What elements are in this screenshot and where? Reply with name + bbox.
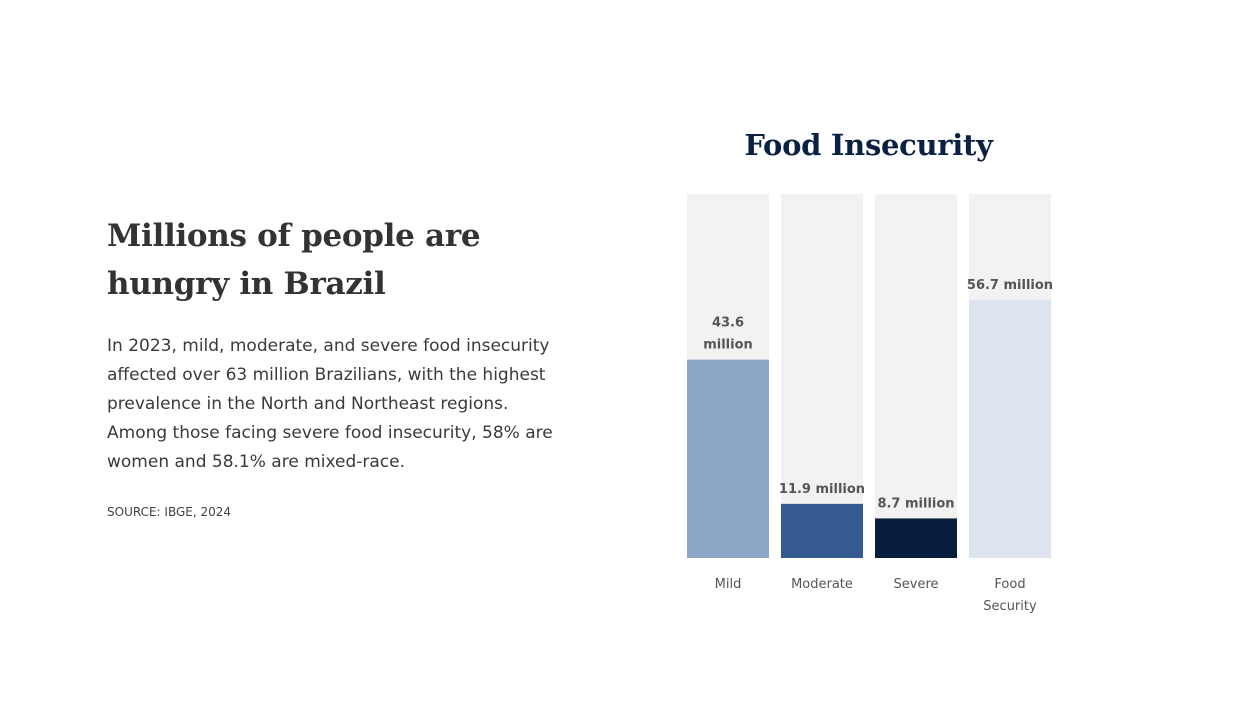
bar-track — [781, 194, 863, 558]
category-label: Food Security — [983, 577, 1037, 614]
bar-food-security — [969, 300, 1051, 558]
category-label: Mild — [715, 577, 742, 592]
bar-value-label: 56.7 million — [967, 278, 1053, 293]
source-note: SOURCE: IBGE, 2024 — [107, 505, 232, 519]
bar-severe — [875, 518, 957, 558]
chart-title: Food Insecurity — [744, 128, 993, 162]
bar-moderate — [781, 503, 863, 558]
bar-value-label: 11.9 million — [779, 482, 865, 497]
bar-mild — [687, 359, 769, 558]
text-panel: Millions of people are hungry in Brazil … — [107, 212, 557, 519]
category-label: Moderate — [791, 577, 853, 592]
bar-value-label: 43.6 million — [703, 316, 753, 353]
body-text: In 2023, mild, moderate, and severe food… — [107, 336, 553, 472]
bar-track — [875, 194, 957, 558]
category-label: Severe — [894, 577, 939, 592]
headline: Millions of people are hungry in Brazil — [107, 218, 481, 302]
bar-value-label: 8.7 million — [877, 496, 954, 511]
